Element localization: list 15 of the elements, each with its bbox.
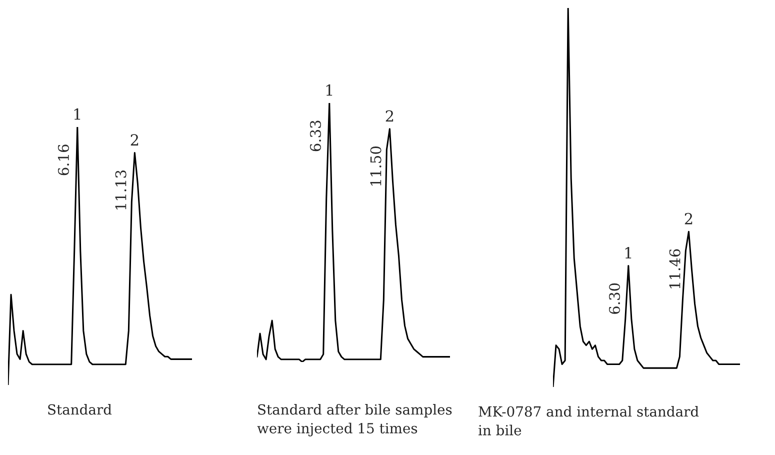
text: 1 [74,108,80,120]
text: Standard after bile samples were injected 15 times [257,404,452,436]
annotation: 2 [386,110,394,122]
annotation: 6.30 [608,283,620,314]
text: 1 [326,84,332,96]
text: MK-0787 and internal standard in bile [478,406,699,436]
annotation: 11.13 [115,170,126,210]
annotation: 1 [625,247,632,258]
annotation: 6.16 [58,144,69,176]
annotation: 11.50 [370,146,382,186]
annotation: 2 [130,134,138,146]
text: Standard [48,404,112,415]
annotation: 6.33 [310,120,321,152]
annotation: 11.46 [669,249,680,288]
annotation: 2 [684,212,692,224]
